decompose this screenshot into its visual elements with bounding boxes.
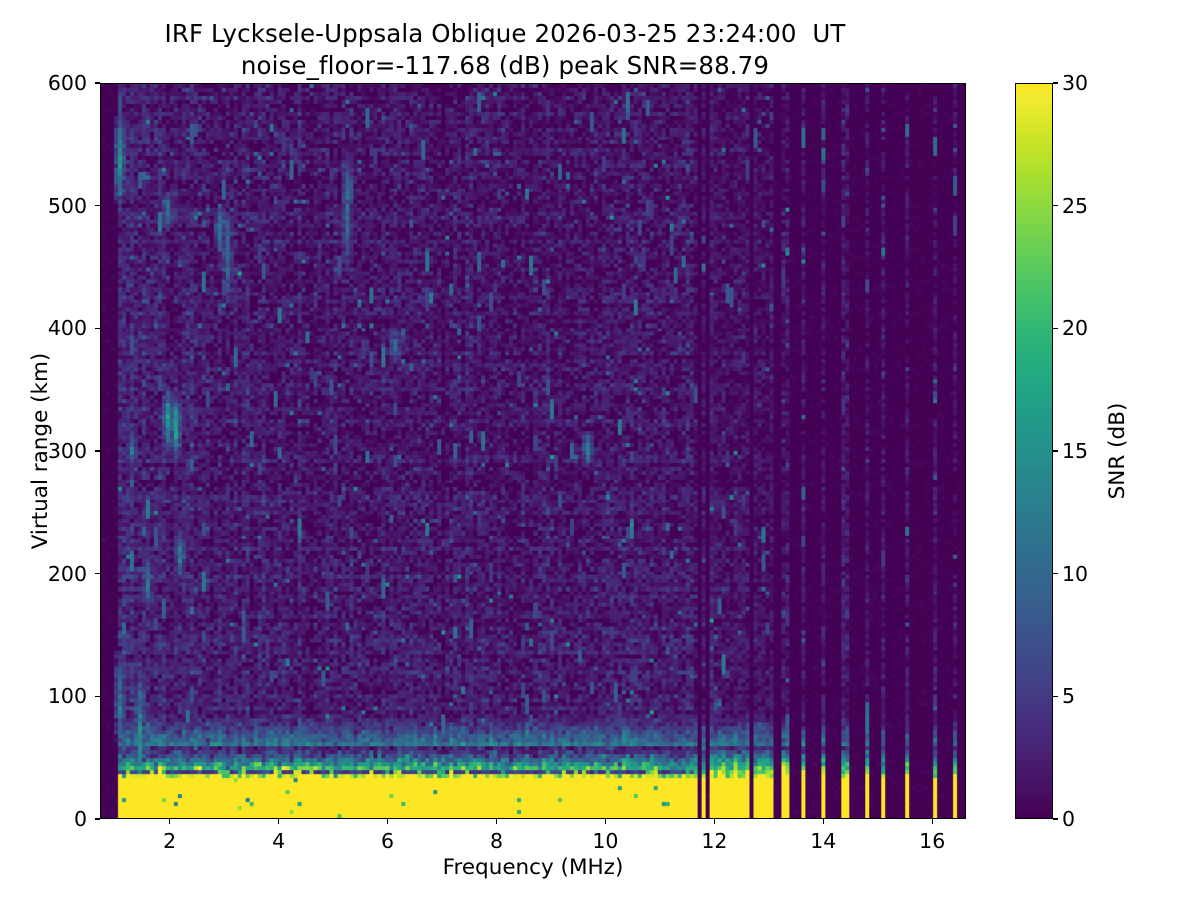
y-tick-label: 0 xyxy=(73,807,87,831)
colorbar-tick-mark xyxy=(1053,572,1058,575)
x-tick-mark xyxy=(822,819,824,824)
x-tick-label: 4 xyxy=(272,829,286,853)
x-tick-label: 8 xyxy=(489,829,504,853)
y-tick-mark xyxy=(94,450,100,452)
y-tick-mark xyxy=(94,82,100,84)
y-tick-label: 400 xyxy=(47,316,87,341)
colorbar-tick-label: 30 xyxy=(1062,71,1089,95)
colorbar-tick-label: 5 xyxy=(1062,684,1076,709)
y-tick-mark xyxy=(94,695,100,698)
x-axis-title: Frequency (MHz) xyxy=(442,855,624,880)
ionogram-heatmap xyxy=(101,84,965,818)
colorbar-gradient xyxy=(1015,83,1053,819)
colorbar-tick-label: 20 xyxy=(1062,316,1089,341)
colorbar-tick-label: 10 xyxy=(1062,561,1089,586)
y-tick-mark xyxy=(94,204,100,207)
x-tick-mark xyxy=(713,819,716,824)
plot-area xyxy=(100,83,966,819)
y-tick-label: 600 xyxy=(47,71,87,95)
y-tick-label: 200 xyxy=(47,561,87,586)
y-tick-mark xyxy=(94,327,100,330)
x-tick-mark xyxy=(386,819,389,824)
x-tick-label: 14 xyxy=(810,829,837,853)
x-tick-mark xyxy=(495,819,498,824)
x-tick-mark xyxy=(604,819,607,824)
colorbar-tick-label: 25 xyxy=(1062,193,1089,218)
y-tick-mark xyxy=(94,572,100,575)
colorbar-title: SNR (dB) xyxy=(1105,402,1130,500)
figure-title: IRF Lycksele-Uppsala Oblique 2026-03-25 … xyxy=(0,18,1010,82)
colorbar-tick-mark xyxy=(1053,82,1058,84)
x-tick-label: 10 xyxy=(592,829,619,853)
colorbar-tick-mark xyxy=(1053,450,1058,452)
colorbar-tick-mark xyxy=(1053,695,1058,698)
x-tick-mark xyxy=(169,819,171,824)
title-line-2: noise_floor=-117.68 (dB) peak SNR=88.79 xyxy=(240,50,770,80)
y-tick-label: 300 xyxy=(47,439,87,463)
x-tick-mark xyxy=(277,819,280,824)
y-tick-mark xyxy=(94,818,100,820)
y-tick-label: 500 xyxy=(47,193,87,218)
x-tick-label: 12 xyxy=(701,829,728,853)
x-tick-label: 2 xyxy=(163,829,177,853)
x-tick-label: 16 xyxy=(919,829,946,853)
colorbar-tick-label: 0 xyxy=(1062,807,1076,831)
x-tick-mark xyxy=(931,819,933,824)
x-tick-label: 6 xyxy=(381,829,395,853)
y-tick-label: 100 xyxy=(47,684,87,709)
colorbar-tick-mark xyxy=(1053,327,1058,330)
y-axis-title: Virtual range (km) xyxy=(28,352,53,550)
colorbar-tick-mark xyxy=(1053,204,1058,207)
colorbar-tick-mark xyxy=(1053,818,1058,820)
title-line-1: IRF Lycksele-Uppsala Oblique 2026-03-25 … xyxy=(164,19,846,48)
colorbar-tick-label: 15 xyxy=(1062,439,1089,463)
colorbar xyxy=(1015,83,1053,819)
